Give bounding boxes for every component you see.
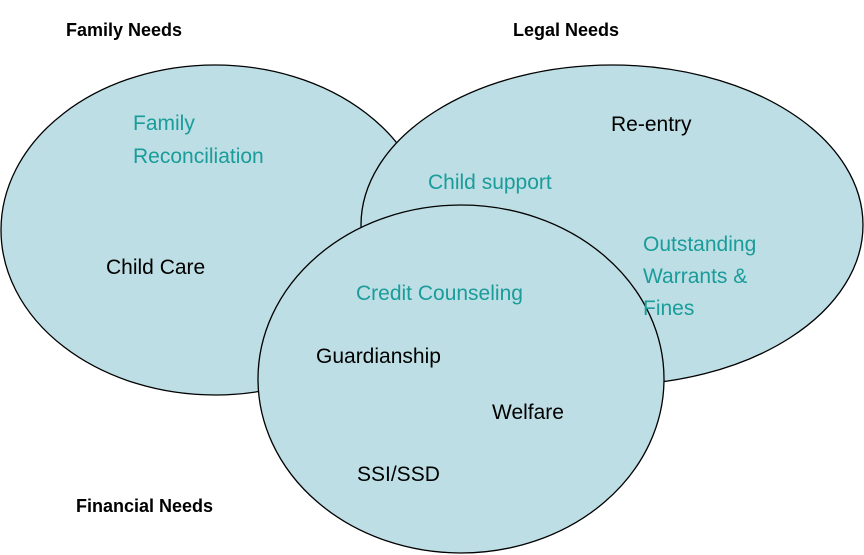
item: Child Care bbox=[106, 256, 205, 279]
item: Credit Counseling bbox=[356, 282, 523, 305]
item: Warrants & bbox=[643, 265, 747, 288]
item: Family bbox=[133, 112, 195, 135]
item: Fines bbox=[643, 297, 694, 320]
financial-set bbox=[257, 204, 665, 554]
set-title: Family Needs bbox=[66, 20, 182, 40]
item: Reconciliation bbox=[133, 145, 264, 168]
item: Welfare bbox=[492, 401, 564, 424]
item: Outstanding bbox=[643, 233, 756, 256]
item: Guardianship bbox=[316, 345, 441, 368]
set-title: Financial Needs bbox=[76, 496, 213, 516]
item: Child support bbox=[428, 171, 552, 194]
item: Re-entry bbox=[611, 113, 692, 136]
set-title: Legal Needs bbox=[513, 20, 619, 40]
item: SSI/SSD bbox=[357, 463, 440, 486]
